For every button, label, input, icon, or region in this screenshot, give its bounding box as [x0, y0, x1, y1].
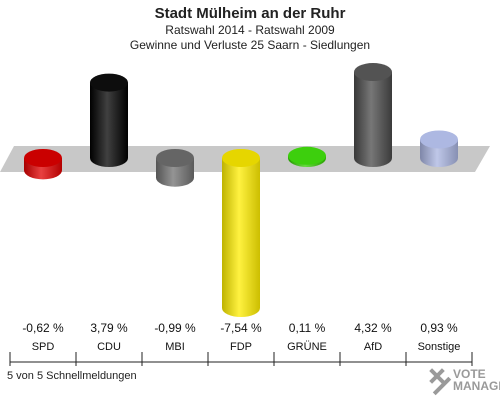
value-label: 0,11 %: [289, 321, 326, 335]
bar-top-cap: [156, 149, 194, 167]
chart-title: Stadt Mülheim an der Ruhr: [154, 5, 346, 22]
bar-afd: [354, 63, 392, 167]
footer-text: 5 von 5 Schnellmeldungen: [7, 370, 137, 382]
category-label: AfD: [364, 341, 382, 353]
bar-bottom-cap: [24, 161, 62, 180]
bar-body: [90, 82, 128, 158]
value-label: -7,54 %: [220, 321, 262, 335]
value-label: 4,32 %: [354, 321, 392, 335]
bar-top-cap: [90, 73, 128, 92]
category-label: CDU: [97, 341, 121, 353]
bar-top-cap: [354, 63, 392, 82]
value-label: 3,79 %: [90, 321, 128, 335]
bar-top-cap: [420, 130, 458, 149]
bar-grüne: [288, 146, 326, 167]
value-label: -0,62 %: [22, 321, 64, 335]
bar-mbi: [156, 149, 194, 187]
value-label: -0,99 %: [154, 321, 196, 335]
category-label: Sonstige: [418, 341, 461, 353]
category-label: GRÜNE: [287, 341, 327, 353]
bar-spd: [24, 149, 62, 180]
logo-text-vote: VOTE: [453, 367, 486, 381]
bar-top-cap: [24, 149, 62, 167]
category-label: SPD: [32, 341, 55, 353]
bar-top-cap: [288, 146, 326, 165]
bar-body: [222, 158, 260, 309]
bar-bottom-cap: [90, 149, 128, 167]
bar-cdu: [90, 73, 128, 167]
bar-bottom-cap: [354, 149, 392, 167]
vote-manager-logo: VOTE MANAGER: [425, 364, 500, 400]
value-label: 0,93 %: [420, 321, 458, 335]
bar-bottom-cap: [222, 299, 260, 318]
bar-body: [354, 72, 392, 158]
bar-sonstige: [420, 130, 458, 167]
bar-bottom-cap: [156, 168, 194, 187]
chart-subtitle-years: Ratswahl 2014 - Ratswahl 2009: [165, 23, 335, 37]
bar-top-cap: [222, 149, 260, 167]
bar-bottom-cap: [420, 149, 458, 167]
category-label: MBI: [165, 341, 185, 353]
bar-fdp: [222, 149, 260, 318]
chart-subtitle-district: Gewinne und Verluste 25 Saarn - Siedlung…: [129, 38, 371, 52]
logo-text-manager: MANAGER: [453, 379, 500, 393]
category-label: FDP: [230, 341, 252, 353]
